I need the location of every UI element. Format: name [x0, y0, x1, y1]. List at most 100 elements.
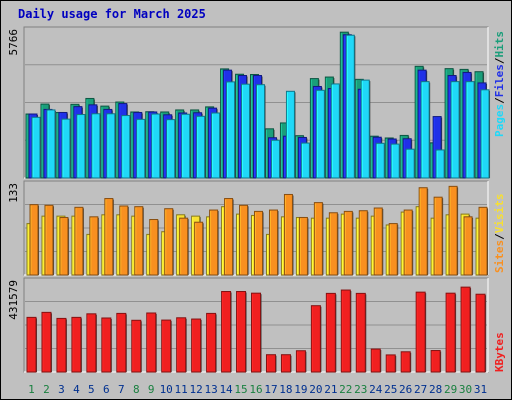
bar-sites-day-26 — [403, 209, 413, 276]
legend-kbytes: KBytes — [493, 332, 506, 372]
bar-pages-day-21 — [330, 83, 340, 179]
day-label-12: 12 — [190, 383, 203, 396]
bar-kbytes-day-4 — [71, 316, 82, 373]
bar-sites-day-14 — [224, 198, 234, 276]
day-label-20: 20 — [309, 383, 322, 396]
bar-pages-day-28 — [435, 149, 445, 179]
bar-pages-day-14 — [226, 81, 236, 179]
bar-pages-day-31 — [480, 89, 490, 179]
legend-entry-slash: / — [493, 233, 506, 240]
bar-kbytes-day-1 — [26, 316, 37, 373]
legend-hits-files-pages: Pages/Files/Hits — [493, 31, 506, 137]
bar-kbytes-day-9 — [146, 312, 157, 373]
legend-entry-hits: Hits — [493, 31, 506, 58]
bar-kbytes-day-31 — [475, 293, 486, 373]
day-label-23: 23 — [354, 383, 367, 396]
bar-pages-day-3 — [61, 118, 71, 179]
day-label-18: 18 — [279, 383, 292, 396]
day-label-22: 22 — [339, 383, 352, 396]
bar-pages-day-18 — [285, 90, 295, 179]
bar-kbytes-day-27 — [415, 291, 426, 373]
day-label-11: 11 — [175, 383, 188, 396]
day-label-29: 29 — [444, 383, 457, 396]
bar-sites-day-9 — [149, 219, 159, 276]
bar-pages-day-24 — [375, 142, 385, 179]
bar-sites-day-19 — [298, 216, 308, 276]
day-label-1: 1 — [28, 383, 35, 396]
bar-pages-day-10 — [166, 119, 176, 179]
day-label-16: 16 — [249, 383, 262, 396]
bar-sites-day-6 — [104, 198, 114, 276]
bar-pages-day-1 — [31, 116, 41, 179]
bar-kbytes-day-30 — [460, 286, 471, 373]
bar-pages-day-5 — [91, 113, 101, 179]
legend-entry-files: Files — [493, 64, 506, 97]
bar-pages-day-22 — [345, 34, 355, 179]
bar-kbytes-day-14 — [221, 291, 232, 373]
bar-kbytes-day-5 — [86, 313, 97, 373]
bar-pages-day-27 — [420, 81, 430, 179]
bar-pages-day-7 — [121, 115, 131, 179]
day-label-8: 8 — [133, 383, 140, 396]
bar-sites-day-5 — [89, 216, 99, 276]
day-label-17: 17 — [264, 383, 277, 396]
day-label-28: 28 — [429, 383, 442, 396]
bar-sites-day-1 — [29, 204, 39, 276]
legend-entry-sites: Sites — [493, 240, 506, 273]
bar-kbytes-day-26 — [400, 351, 411, 373]
day-label-2: 2 — [43, 383, 50, 396]
bar-sites-day-23 — [358, 210, 368, 276]
day-label-27: 27 — [414, 383, 427, 396]
day-label-26: 26 — [399, 383, 412, 396]
bar-pages-day-6 — [106, 113, 116, 179]
day-label-15: 15 — [234, 383, 247, 396]
bar-kbytes-day-2 — [41, 311, 52, 373]
bar-sites-day-18 — [283, 193, 293, 276]
bar-sites-day-25 — [388, 223, 398, 276]
bar-pages-day-29 — [450, 81, 460, 179]
bar-sites-day-29 — [448, 185, 458, 276]
bar-sites-day-28 — [433, 196, 443, 276]
day-label-30: 30 — [459, 383, 472, 396]
bar-kbytes-day-15 — [236, 291, 247, 373]
bar-kbytes-day-25 — [385, 354, 396, 373]
day-label-7: 7 — [118, 383, 125, 396]
legend-entry-slash: / — [493, 97, 506, 104]
bar-kbytes-day-17 — [265, 354, 276, 373]
bar-kbytes-day-3 — [56, 317, 67, 373]
bar-pages-day-11 — [181, 113, 191, 179]
bar-kbytes-day-20 — [310, 305, 321, 373]
day-label-19: 19 — [294, 383, 307, 396]
day-label-5: 5 — [88, 383, 95, 396]
bar-pages-day-2 — [46, 109, 56, 179]
bar-kbytes-day-11 — [176, 317, 187, 373]
bar-sites-day-22 — [343, 210, 353, 276]
bar-sites-day-11 — [179, 217, 189, 276]
bar-pages-day-4 — [76, 114, 86, 179]
bar-sites-day-24 — [373, 207, 383, 276]
bar-sites-day-10 — [164, 208, 174, 276]
bar-pages-day-12 — [196, 115, 206, 179]
day-label-3: 3 — [58, 383, 65, 396]
bar-kbytes-day-28 — [430, 350, 441, 373]
bar-sites-day-21 — [328, 212, 338, 276]
bar-sites-day-7 — [119, 205, 129, 276]
bar-pages-day-25 — [390, 143, 400, 179]
y-axis-max-label: 431579 — [7, 280, 20, 320]
bar-kbytes-day-19 — [295, 350, 306, 373]
bar-kbytes-day-13 — [206, 312, 217, 373]
bar-pages-day-19 — [300, 142, 310, 179]
bar-kbytes-day-12 — [191, 318, 202, 373]
day-label-9: 9 — [148, 383, 155, 396]
bar-pages-day-17 — [270, 139, 280, 179]
y-axis-max-label: 133 — [7, 183, 20, 203]
bar-sites-day-17 — [268, 209, 278, 276]
bar-pages-day-16 — [256, 84, 266, 179]
bar-sites-day-2 — [44, 204, 54, 276]
bar-pages-day-20 — [315, 89, 325, 179]
bar-kbytes-day-10 — [161, 319, 172, 373]
bar-pages-day-15 — [241, 83, 251, 179]
bar-kbytes-day-6 — [101, 317, 112, 373]
bar-pages-day-26 — [405, 148, 415, 179]
